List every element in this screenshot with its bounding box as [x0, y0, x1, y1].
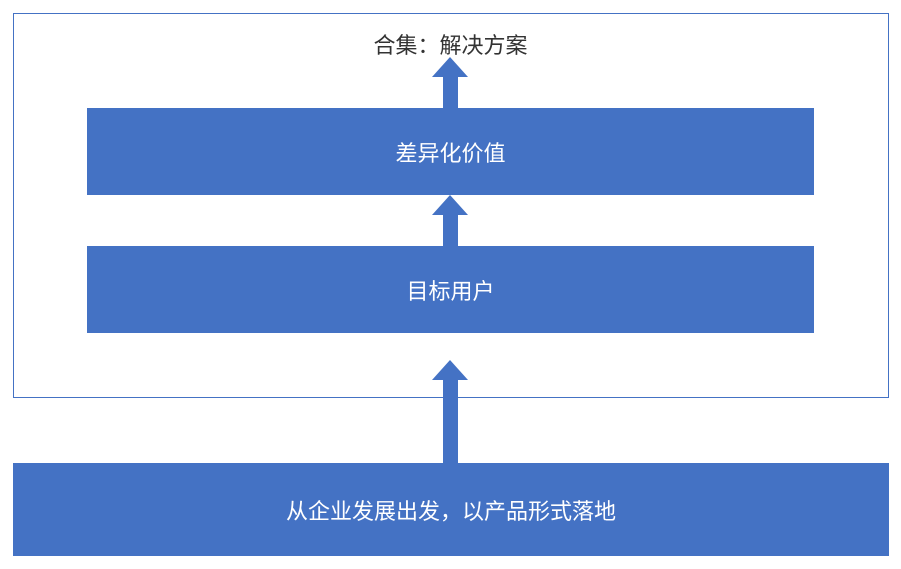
- box-enterprise-label: 从企业发展出发，以产品形式落地: [286, 494, 616, 526]
- arrow-top-stem: [443, 77, 458, 108]
- arrow-mid-head-icon: [432, 195, 468, 215]
- arrow-bottom-stem: [443, 380, 458, 463]
- box-enterprise: 从企业发展出发，以产品形式落地: [13, 463, 889, 556]
- box-target-user-label: 目标用户: [406, 274, 494, 306]
- arrow-bottom-head-icon: [432, 360, 468, 380]
- arrow-mid-stem: [443, 215, 458, 246]
- box-diff-value: 差异化价值: [87, 108, 814, 195]
- box-diff-value-label: 差异化价值: [395, 136, 505, 168]
- diagram-title: 合集：解决方案: [0, 28, 901, 60]
- arrow-top-head-icon: [432, 57, 468, 77]
- box-target-user: 目标用户: [87, 246, 814, 333]
